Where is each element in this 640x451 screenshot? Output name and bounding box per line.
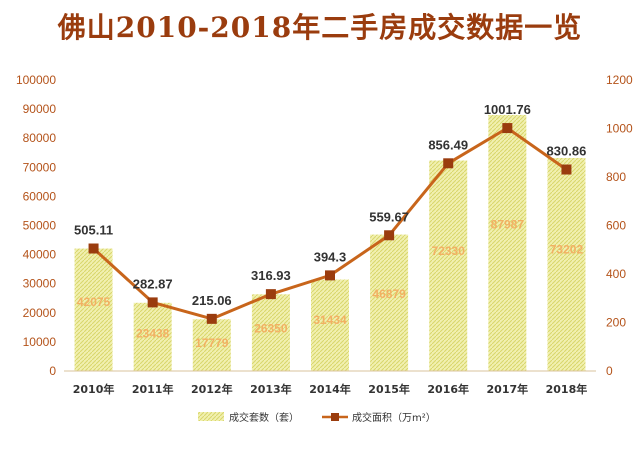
y-left-tick-label: 80000 [23, 131, 57, 145]
y-left-tick-label: 100000 [16, 73, 56, 87]
legend-line-marker [331, 413, 339, 421]
y-left-tick-label: 90000 [23, 102, 57, 116]
y-left-tick-label: 10000 [23, 335, 57, 349]
legend: 成交套数（套） 成交面积（万m²） [198, 411, 436, 424]
left-axis: 0 10000 20000 30000 40000 50000 60000 70000 8000… [16, 73, 56, 378]
line-value-label: 1001.76 [484, 102, 531, 117]
bar [429, 160, 468, 371]
line-marker [88, 243, 99, 254]
line-marker [325, 270, 335, 281]
bar [488, 114, 527, 372]
y-left-tick-label: 50000 [23, 219, 57, 233]
bar-value-label: 72330 [432, 244, 466, 258]
legend-line-label: 成交面积（万m²） [352, 411, 436, 424]
line-marker [384, 230, 395, 241]
bar-value-label: 17779 [195, 336, 229, 350]
x-tick-label: 2012年 [191, 382, 233, 396]
bar-value-label: 26350 [254, 322, 288, 336]
bar-labels: 42075 23438 17779 26350 31434 46879 72330 87987… [77, 217, 584, 349]
line-value-label: 215.06 [192, 293, 232, 308]
bar-value-label: 46879 [372, 287, 406, 301]
y-left-tick-label: 70000 [23, 160, 57, 174]
y-left-tick-label: 30000 [23, 277, 57, 291]
bar [311, 279, 349, 371]
y-right-tick-label: 800 [606, 170, 626, 184]
line-labels: 505.11 282.87 215.06 316.93 394.3 559.67 856.4… [74, 102, 586, 308]
bar [192, 319, 231, 371]
line-marker [147, 297, 158, 308]
legend-bar-label: 成交套数（套） [229, 411, 299, 424]
line-value-label: 830.86 [547, 144, 587, 159]
line-value-label: 856.49 [428, 137, 468, 152]
x-tick-label: 2011年 [132, 382, 174, 396]
y-left-tick-label: 0 [49, 364, 56, 378]
line-value-label: 394.3 [314, 249, 347, 264]
x-axis: 2010年 2011年 2012年 2013年 2014年 2015年 2016年 2017年… [64, 370, 596, 396]
y-left-tick-label: 60000 [23, 189, 57, 203]
line-marker [502, 123, 513, 134]
line-value-label: 559.67 [369, 209, 409, 224]
bar-value-label: 31434 [313, 313, 347, 327]
line-marker [443, 158, 454, 169]
line-value-label: 316.93 [251, 268, 291, 283]
x-tick-label: 2013年 [250, 382, 292, 396]
x-tick-label: 2014年 [309, 382, 351, 396]
bar-value-label: 87987 [491, 217, 525, 231]
bar-value-label: 42075 [77, 295, 111, 309]
y-left-tick-label: 20000 [23, 306, 57, 320]
line-marker [206, 313, 217, 324]
right-axis: 0 200 400 600 800 1000 1200 [606, 73, 633, 378]
bar-series [74, 114, 586, 372]
bar [251, 294, 290, 371]
y-right-tick-label: 200 [606, 316, 626, 330]
bar [370, 234, 409, 371]
x-tick-label: 2018年 [546, 382, 588, 396]
y-right-tick-label: 1000 [606, 122, 633, 136]
x-tick-label: 2015年 [368, 382, 410, 396]
bar [547, 157, 586, 371]
y-right-tick-label: 1200 [606, 73, 633, 87]
bar-value-label: 73202 [550, 242, 584, 256]
bar [74, 248, 113, 371]
line-value-label: 505.11 [74, 223, 113, 238]
line-value-label: 282.87 [133, 276, 173, 291]
line-series [88, 123, 572, 324]
x-tick-label: 2017年 [487, 382, 529, 396]
y-right-tick-label: 600 [606, 219, 626, 233]
legend-bar-swatch [198, 412, 224, 421]
x-tick-label: 2016年 [427, 382, 469, 396]
y-right-tick-label: 0 [606, 364, 613, 378]
bar [133, 302, 172, 371]
y-left-tick-label: 40000 [23, 248, 57, 262]
chart-title: 佛山2010-2018年二手房成交数据一览 [57, 11, 583, 44]
x-tick-label: 2010年 [73, 382, 115, 396]
line-marker [561, 164, 572, 175]
bar-value-label: 23438 [136, 326, 170, 340]
line-marker [265, 289, 276, 300]
y-right-tick-label: 400 [606, 267, 626, 281]
